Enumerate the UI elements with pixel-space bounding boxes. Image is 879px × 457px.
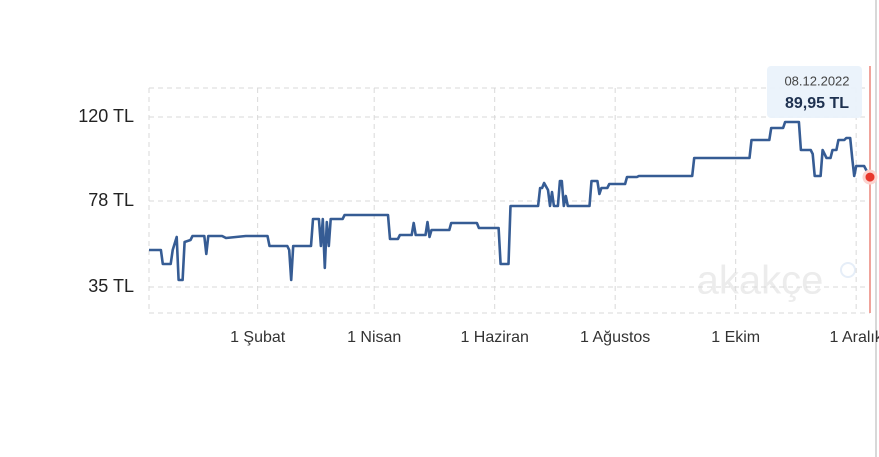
tooltip-date: 08.12.2022 bbox=[784, 73, 849, 88]
x-tick-label: 1 Şubat bbox=[230, 329, 286, 346]
x-tick-label: 1 Nisan bbox=[347, 329, 401, 346]
x-tick-label: 1 Haziran bbox=[460, 329, 528, 346]
y-tick-label: 120 TL bbox=[78, 106, 134, 126]
watermark-dot bbox=[840, 262, 856, 278]
hover-dot bbox=[862, 169, 878, 185]
y-tick-label: 78 TL bbox=[88, 190, 134, 210]
x-tick-label: 1 Ağustos bbox=[580, 329, 650, 346]
tooltip-box bbox=[767, 66, 862, 118]
y-tick-label: 35 TL bbox=[88, 276, 134, 296]
watermark: akakçe bbox=[697, 259, 824, 303]
x-tick-label: 1 Ekim bbox=[711, 329, 760, 346]
x-tick-label: 1 Aralık bbox=[829, 329, 879, 346]
price-line bbox=[149, 120, 872, 282]
tooltip-price: 89,95 TL bbox=[785, 95, 849, 112]
